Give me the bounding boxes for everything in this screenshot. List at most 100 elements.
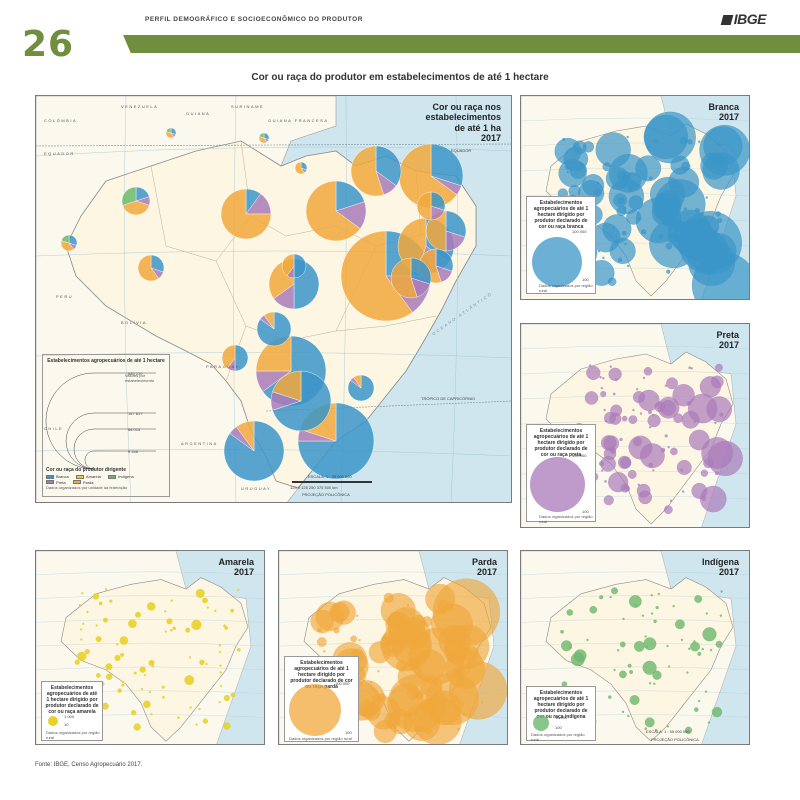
proportional-circle: [612, 392, 616, 396]
proportional-circle: [701, 647, 704, 651]
proportional-circle: [383, 592, 394, 603]
legend-circle-large: [289, 684, 341, 736]
legend-value: 100: [582, 509, 589, 514]
map-parda-legend: Estabelecimentos agropecuários de até 1 …: [284, 656, 359, 742]
proportional-circle: [177, 716, 180, 719]
proportional-circle: [589, 605, 598, 614]
proportional-circle: [651, 201, 676, 226]
proportional-circle: [219, 684, 223, 688]
place-label: URUGUAY: [241, 486, 272, 491]
proportional-circle: [611, 587, 618, 595]
proportional-circle: [604, 412, 616, 424]
proportional-circle: [418, 714, 424, 720]
proportional-circle: [560, 629, 564, 634]
proportional-circle: [237, 588, 240, 592]
proportional-circle: [697, 699, 701, 703]
proportional-circle: [676, 460, 692, 475]
proportional-circle: [666, 377, 678, 390]
proportional-circle: [162, 695, 165, 699]
legend-category-parda: Parda: [72, 480, 94, 485]
proportional-circle: [164, 630, 167, 633]
proportional-circle: [682, 490, 685, 493]
proportional-circle: [609, 365, 612, 368]
legend-value: 100: [555, 725, 562, 730]
proportional-circle: [377, 670, 380, 673]
legend-value: 147 817: [128, 411, 143, 416]
map-title-line: Parda: [471, 557, 497, 567]
legend-value: 68 015: [128, 427, 141, 432]
proportional-circle: [572, 140, 587, 155]
scale-bar-graphic: [292, 481, 372, 483]
proportional-circle: [199, 659, 205, 666]
legend-label: Amarela: [85, 474, 101, 479]
map-parda-title: Parda 2017: [472, 557, 497, 578]
proportional-circle: [188, 656, 192, 659]
proportional-circle: [202, 597, 208, 604]
legend-category-row: Branca Amarela Indígena: [46, 474, 168, 480]
proportional-circle: [148, 659, 155, 666]
map-title-year: 2017: [718, 112, 739, 123]
proportional-circle: [130, 710, 137, 716]
graticule-line: [36, 642, 264, 647]
proportional-circle: [223, 722, 231, 730]
proportional-circle: [121, 680, 124, 684]
legend-value: 9 246: [128, 449, 139, 454]
proportional-circle: [121, 683, 125, 687]
tropic-line: [265, 400, 511, 412]
place-label: CHILE: [44, 426, 64, 431]
proportional-circle: [600, 391, 607, 398]
proportional-circle: [717, 217, 723, 223]
legend-data-note: Dados organizados por unidade da federaç…: [46, 485, 128, 490]
map-title-year: 2017: [233, 567, 254, 578]
proportional-circle: [236, 647, 241, 652]
proportional-circle: [698, 140, 701, 143]
proportional-circle: [693, 640, 696, 643]
proportional-circle: [603, 408, 606, 412]
pie-slice: [234, 344, 249, 372]
pie-slice: [297, 402, 375, 480]
map-branca: Branca 2017 Estabelecimentos agropecuário…: [520, 95, 750, 300]
pie-slice: [410, 257, 432, 285]
proportional-circle: [427, 690, 462, 726]
proportional-circle: [185, 627, 191, 633]
proportional-circle: [680, 638, 684, 642]
graticule-line: [521, 370, 749, 375]
pie-slice: [150, 254, 165, 273]
graticule-line: [36, 666, 264, 671]
proportional-circle: [588, 364, 592, 367]
pie-slice: [281, 253, 295, 276]
pie-slice: [122, 200, 150, 216]
main-legend-note: Valores por estabelecimento: [125, 373, 155, 383]
legend-note: Dados organizados por região rural: [46, 730, 100, 740]
proportional-circle: [711, 706, 723, 718]
proportional-circle: [622, 230, 627, 236]
map-parda: Parda 2017 Estabelecimentos agropecuários…: [278, 550, 508, 745]
proportional-circle: [686, 401, 691, 406]
proportional-circle: [609, 595, 612, 599]
map-branca-canvas: [521, 96, 749, 299]
pie-slice: [221, 344, 236, 369]
proportional-circle: [404, 638, 409, 643]
proportional-circle: [605, 166, 629, 190]
map-title-year: 2017: [476, 567, 497, 578]
proportional-circle: [642, 660, 657, 675]
pie-slice: [272, 370, 302, 402]
proportional-circle: [627, 470, 637, 479]
pie-slice: [305, 180, 361, 242]
main-map-title-line-1: Cor ou raça nos: [432, 102, 501, 112]
proportional-circle: [195, 588, 205, 598]
proportional-circle: [680, 468, 683, 472]
proportional-circle: [333, 627, 340, 634]
proportional-circle: [633, 436, 643, 446]
legend-circle-large: [533, 715, 549, 731]
proportional-circle: [653, 682, 656, 685]
proportional-circle: [700, 485, 727, 513]
equator-label: EQUADOR: [451, 148, 472, 153]
map-preta-title: Preta 2017: [716, 330, 739, 351]
proportional-circle: [657, 592, 660, 596]
proportional-circle: [95, 673, 101, 678]
proportional-circle: [317, 627, 322, 633]
pie-slice: [416, 191, 432, 221]
pie-slice: [137, 254, 159, 282]
proportional-circle: [198, 707, 201, 711]
